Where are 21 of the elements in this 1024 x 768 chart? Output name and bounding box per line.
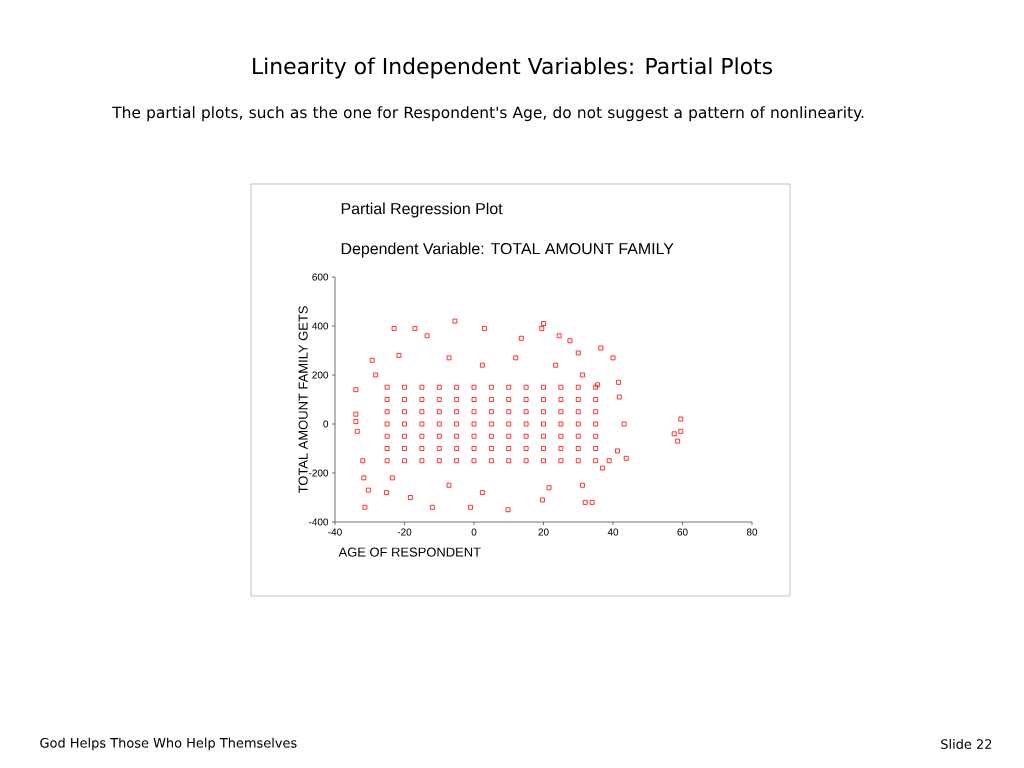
text: God Helps Those Who Help Themselves [40, 737, 297, 751]
y-tick-label: -200 [308, 469, 329, 477]
x-tick-label: -20 [397, 528, 412, 536]
y-tick-label: 0 [323, 420, 329, 428]
x-tick-label: 60 [677, 528, 688, 536]
y-tick-label: -400 [308, 518, 329, 526]
text: Linearity of Independent Variables: Partial Plots [253, 57, 773, 79]
x-axis-title: AGE OF RESPONDENT [338, 547, 481, 557]
chart-subtitle: Dependent Variable: TOTAL AMOUNT FAMILY [341, 242, 674, 258]
y-tick-label: 600 [312, 273, 329, 281]
y-tick-label: 400 [312, 322, 329, 330]
text: The partial plots, such as the one for Respondent's Age, do not suggest a pattern of nonlinearity. [112, 106, 864, 122]
y-tick-label: 200 [312, 371, 329, 379]
text: Slide 22 [941, 738, 992, 749]
x-tick-label: 40 [607, 528, 619, 536]
y-axis-title: TOTAL AMOUNT FAMILY GETS [298, 306, 308, 494]
x-tick-label: 20 [538, 528, 549, 536]
x-tick-label: 0 [471, 528, 477, 536]
chart-title: Partial Regression Plot [341, 202, 503, 218]
x-tick-label: 80 [746, 528, 758, 536]
x-tick-label: -40 [328, 528, 342, 536]
